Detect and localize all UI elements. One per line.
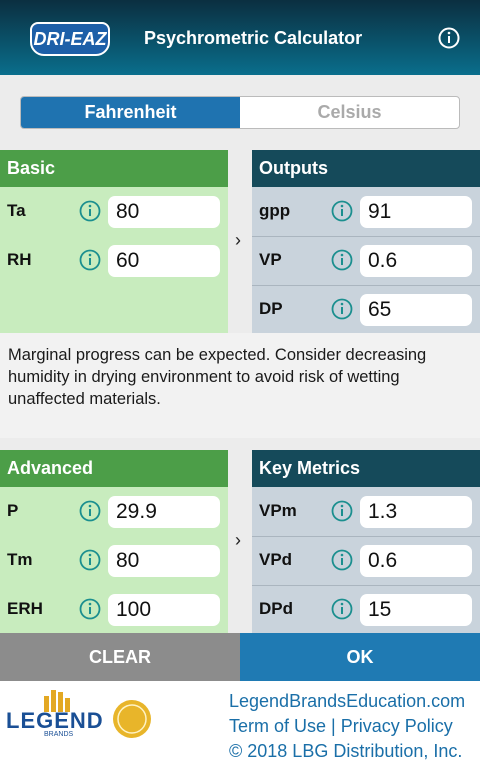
input-row: DPd 15 [252, 585, 480, 634]
panel: Key Metrics VPm 1.3 VPd 0.6 DPd 15 [252, 450, 480, 633]
unit-toggle: Fahrenheit Celsius [20, 96, 460, 129]
info-icon[interactable] [79, 200, 101, 222]
copyright: © 2018 LBG Distribution, Inc. [229, 741, 463, 761]
arrow: › [235, 530, 241, 550]
arrow: › [235, 230, 241, 250]
header-title: Psychrometric Calculator [144, 28, 363, 48]
field-input[interactable]: 15 [360, 594, 472, 626]
privacy-link[interactable]: Privacy Policy [340, 716, 453, 736]
footer-links: Term of Use | Privacy Policy [229, 716, 453, 737]
field-label: DPd [259, 599, 293, 618]
field-label: Tm [7, 550, 33, 569]
info-icon[interactable] [79, 549, 101, 571]
info-icon[interactable] [79, 249, 101, 271]
input-row: Tm 80 [0, 536, 228, 585]
unit-option[interactable]: Celsius [317, 102, 382, 122]
info-icon[interactable] [331, 598, 353, 620]
field-input[interactable]: 65 [360, 294, 472, 326]
info-button[interactable] [438, 27, 460, 49]
field-label: VPd [259, 550, 293, 569]
input-row: VP 0.6 [252, 236, 480, 286]
message-box [0, 333, 480, 438]
input-row: Ta 80 [0, 187, 228, 236]
field-label: P [7, 501, 19, 520]
info-icon[interactable] [331, 249, 353, 271]
field-input[interactable]: 100 [108, 594, 220, 626]
panel: Advanced P 29.9 Tm 80 ERH 100 [0, 450, 228, 633]
info-icon[interactable] [331, 200, 353, 222]
brand-sub: BRANDS [44, 731, 74, 738]
input-row: VPm 1.3 [252, 487, 480, 537]
field-label: VPm [259, 501, 297, 520]
panel: Outputs gpp 91 VP 0.6 DP 65 [252, 150, 480, 333]
field-input[interactable]: 80 [108, 545, 220, 577]
field-label: Ta [7, 201, 26, 220]
field-label: ERH [7, 599, 43, 618]
field-input[interactable]: 1.3 [360, 496, 472, 528]
brand-icon [44, 690, 70, 712]
footer [0, 681, 480, 770]
clear-button[interactable]: CLEAR [0, 633, 240, 681]
input-row: DP 65 [252, 285, 480, 334]
field-label: RH [7, 250, 32, 269]
logo: DRI-EAZ [30, 22, 110, 56]
panel: Basic Ta 80 RH 60 [0, 150, 228, 333]
input-row: P 29.9 [0, 487, 228, 536]
input-row: ERH 100 [0, 585, 228, 634]
info-icon[interactable] [79, 598, 101, 620]
terms-link[interactable]: Term of Use [229, 716, 327, 736]
brand-name: LEGEND [6, 708, 104, 733]
input-row: gpp 91 [252, 187, 480, 237]
info-icon[interactable] [331, 549, 353, 571]
field-label: DP [259, 299, 283, 318]
panel-title: Outputs [252, 150, 480, 187]
info-icon[interactable] [331, 500, 353, 522]
panel-title: Basic [0, 150, 228, 187]
website-link[interactable]: LegendBrandsEducation.com [229, 691, 466, 711]
panel-title: Key Metrics [252, 450, 480, 487]
separator: | [331, 716, 336, 736]
field-input[interactable]: 60 [108, 245, 220, 277]
field-input[interactable]: 29.9 [108, 496, 220, 528]
field-input[interactable]: 80 [108, 196, 220, 228]
input-row: RH 60 [0, 236, 228, 285]
ok-button[interactable]: OK [240, 633, 480, 681]
panel-title: Advanced [0, 450, 228, 487]
field-input[interactable]: 0.6 [360, 545, 472, 577]
unit-option[interactable]: Fahrenheit [21, 97, 240, 128]
field-label: gpp [259, 201, 291, 220]
info-icon[interactable] [79, 500, 101, 522]
input-row: VPd 0.6 [252, 536, 480, 586]
rewards-badge [113, 700, 151, 738]
field-label: VP [259, 250, 282, 269]
field-input[interactable]: 0.6 [360, 245, 472, 277]
info-icon[interactable] [331, 298, 353, 320]
field-input[interactable]: 91 [360, 196, 472, 228]
message-text: Marginal progress can be expected. Consi… [8, 346, 427, 408]
